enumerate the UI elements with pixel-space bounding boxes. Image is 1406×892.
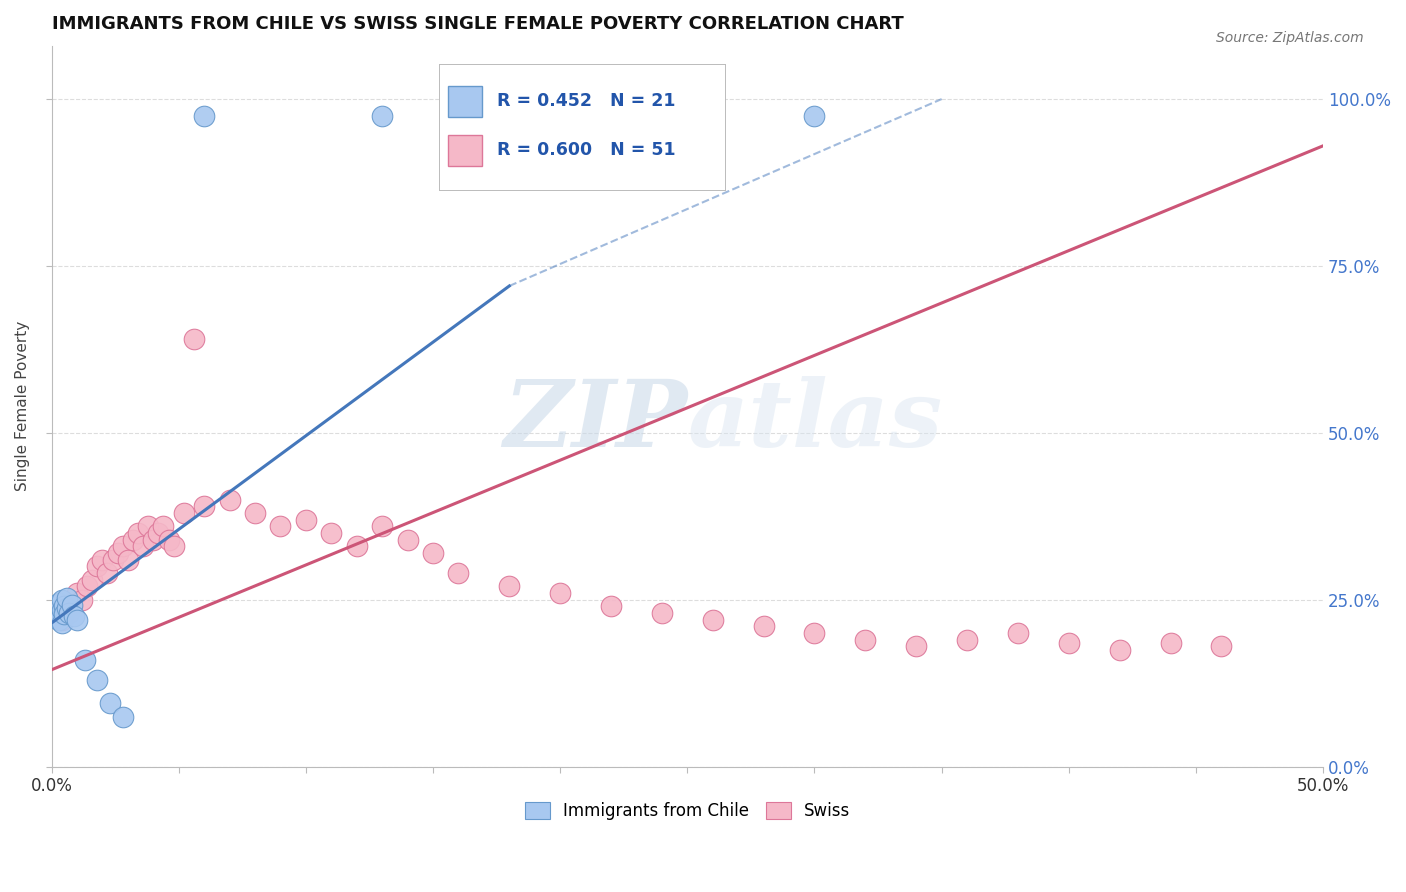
Point bbox=[346, 539, 368, 553]
Point bbox=[183, 332, 205, 346]
Point bbox=[498, 579, 520, 593]
Point bbox=[101, 552, 124, 566]
Point bbox=[1160, 636, 1182, 650]
Point bbox=[269, 519, 291, 533]
Point bbox=[600, 599, 623, 614]
Point bbox=[1007, 626, 1029, 640]
Point bbox=[396, 533, 419, 547]
Point bbox=[1211, 640, 1233, 654]
Point bbox=[96, 566, 118, 580]
Point bbox=[63, 609, 86, 624]
Point bbox=[803, 626, 825, 640]
Point bbox=[86, 559, 108, 574]
Point bbox=[193, 109, 215, 123]
Point bbox=[702, 613, 724, 627]
Point bbox=[70, 592, 93, 607]
Point bbox=[321, 525, 343, 540]
Point bbox=[45, 606, 67, 620]
Point bbox=[371, 519, 394, 533]
Point bbox=[956, 632, 979, 647]
Point bbox=[82, 573, 104, 587]
Point bbox=[122, 533, 145, 547]
Point bbox=[173, 506, 195, 520]
Point bbox=[66, 613, 89, 627]
Point bbox=[905, 640, 928, 654]
Point bbox=[218, 492, 240, 507]
Point bbox=[86, 673, 108, 687]
Point bbox=[76, 579, 98, 593]
Point bbox=[152, 519, 174, 533]
Point bbox=[53, 599, 76, 614]
Point bbox=[48, 613, 70, 627]
Text: IMMIGRANTS FROM CHILE VS SWISS SINGLE FEMALE POVERTY CORRELATION CHART: IMMIGRANTS FROM CHILE VS SWISS SINGLE FE… bbox=[52, 15, 903, 33]
Point bbox=[51, 615, 73, 630]
Point bbox=[1108, 642, 1130, 657]
Y-axis label: Single Female Poverty: Single Female Poverty bbox=[15, 321, 30, 491]
Point bbox=[107, 546, 129, 560]
Text: Source: ZipAtlas.com: Source: ZipAtlas.com bbox=[1216, 31, 1364, 45]
Point bbox=[53, 607, 76, 622]
Point bbox=[56, 606, 79, 620]
Point bbox=[51, 613, 73, 627]
Point bbox=[243, 506, 266, 520]
Point bbox=[142, 533, 165, 547]
Point bbox=[117, 552, 139, 566]
Legend: Immigrants from Chile, Swiss: Immigrants from Chile, Swiss bbox=[517, 795, 856, 827]
Point bbox=[60, 598, 83, 612]
Point bbox=[60, 599, 83, 614]
Point bbox=[148, 525, 170, 540]
Point bbox=[66, 586, 89, 600]
Point bbox=[91, 552, 114, 566]
Point bbox=[371, 109, 394, 123]
Point bbox=[803, 109, 825, 123]
Point bbox=[447, 566, 470, 580]
Point bbox=[1057, 636, 1080, 650]
Point bbox=[51, 603, 73, 617]
Point bbox=[132, 539, 155, 553]
Point bbox=[853, 632, 876, 647]
Point bbox=[127, 525, 149, 540]
Point bbox=[162, 539, 184, 553]
Point bbox=[193, 500, 215, 514]
Point bbox=[422, 546, 444, 560]
Point bbox=[295, 512, 318, 526]
Point bbox=[58, 606, 80, 620]
Point bbox=[651, 606, 673, 620]
Point bbox=[56, 600, 79, 615]
Point bbox=[752, 619, 775, 633]
Point bbox=[111, 709, 134, 723]
Point bbox=[98, 696, 121, 710]
Point bbox=[48, 596, 70, 610]
Text: atlas: atlas bbox=[688, 376, 942, 466]
Point bbox=[157, 533, 180, 547]
Point bbox=[111, 539, 134, 553]
Point bbox=[548, 586, 571, 600]
Point bbox=[136, 519, 159, 533]
Point bbox=[51, 592, 73, 607]
Point bbox=[56, 591, 79, 606]
Text: ZIP: ZIP bbox=[503, 376, 688, 466]
Point bbox=[73, 653, 96, 667]
